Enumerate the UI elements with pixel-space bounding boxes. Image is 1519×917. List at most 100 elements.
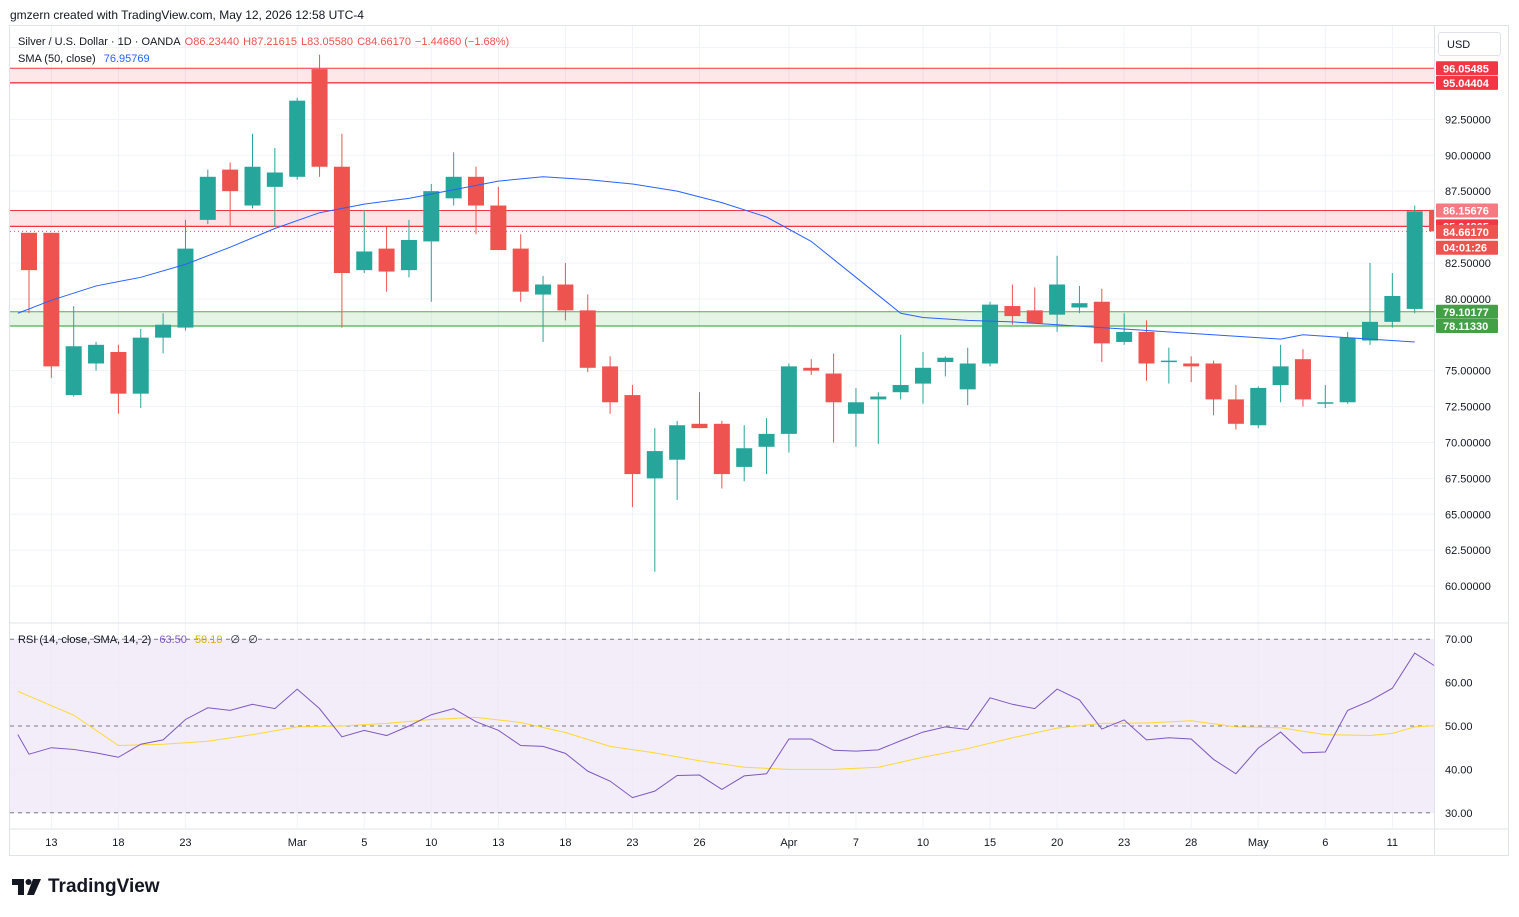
price-label-box [1436, 203, 1498, 218]
candle-up [1362, 321, 1378, 341]
candle-up [535, 284, 552, 295]
time-tick-label: 5 [361, 837, 367, 849]
candle-up [199, 176, 216, 220]
main-legend: Silver / U.S. Dollar · 1D · OANDA O86.23… [18, 36, 510, 48]
candle-down [110, 352, 127, 394]
price-label-box [1436, 224, 1498, 239]
time-tick-label: Mar [288, 837, 307, 849]
price-label-text: 04:01:26 [1443, 243, 1487, 255]
candle-up [1406, 211, 1423, 309]
candle-up [1049, 284, 1066, 315]
candle-up [65, 346, 82, 396]
price-tick-label: 62.50000 [1445, 545, 1491, 557]
time-tick-label: 10 [917, 837, 929, 849]
candle-up [423, 191, 440, 242]
candle-up [1384, 295, 1401, 322]
price-label-box [1436, 61, 1498, 76]
rsi-tick-label: 40.00 [1445, 764, 1473, 776]
time-tick-label: May [1248, 837, 1269, 849]
candle-down [1093, 301, 1110, 344]
candle-down [333, 166, 350, 274]
candle-up [1272, 366, 1289, 386]
candle-up [1250, 387, 1267, 426]
rsi-value: 63.50 [159, 634, 187, 646]
candle-up [132, 337, 149, 394]
candle-up [937, 357, 954, 363]
candle-down [1183, 363, 1200, 367]
price-label-text: 79.10177 [1443, 307, 1489, 319]
candle-down [1138, 331, 1155, 364]
rsi-ma-line [17, 690, 1434, 770]
chart-frame [9, 25, 1509, 856]
price-label-text: 84.66170 [1443, 227, 1489, 239]
candle-down [579, 310, 596, 368]
candle-down [1205, 363, 1222, 400]
rsi-legend: RSI (14, close, SMA, 14, 2) 63.50 50.10 … [18, 633, 259, 646]
ohlc-close: C84.66170 [357, 36, 411, 48]
price-label-text: 96.05485 [1443, 63, 1489, 75]
candle-down [624, 395, 641, 475]
price-label-box [1436, 75, 1498, 90]
price-tick-label: 65.00000 [1445, 509, 1491, 521]
candle-up [915, 367, 931, 384]
sma-legend: SMA (50, close) 76.95769 [18, 53, 151, 65]
price-label-box [1436, 304, 1498, 319]
candle-up [1317, 402, 1334, 404]
rsi-line [17, 652, 1434, 799]
rsi-tick-label: 30.00 [1445, 808, 1473, 820]
candle-up [266, 172, 283, 187]
time-tick-label: 11 [1387, 837, 1398, 849]
candle-up [758, 433, 775, 447]
time-tick-label: 23 [626, 837, 638, 849]
rsi-pane [10, 638, 1434, 814]
price-axis-labels: 96.0548595.0440486.1567685.0486584.66170… [1436, 61, 1498, 333]
candle-down [311, 69, 328, 167]
candle-up [356, 251, 373, 271]
candle-up [289, 100, 306, 177]
candle-up [1116, 331, 1133, 342]
tradingview-logo-text: TradingView [48, 876, 160, 897]
time-tick-label: 18 [112, 837, 124, 849]
candle-down [557, 284, 574, 311]
candle-down [512, 248, 529, 292]
price-tick-label: 60.00000 [1445, 581, 1491, 593]
resistance-mid-zone [10, 210, 1434, 227]
candle-up [1071, 303, 1088, 308]
currency-selector[interactable]: USD [1438, 32, 1501, 56]
candle-down [43, 232, 60, 367]
tradingview-logo[interactable]: TradingView [12, 876, 160, 898]
price-tick-label: 80.00000 [1445, 294, 1491, 306]
candle-down [378, 248, 395, 272]
price-tick-label: 82.50000 [1445, 258, 1491, 270]
candle-down [1004, 306, 1021, 317]
ohlc-change: −1.44660 (−1.68%) [415, 36, 510, 48]
candle-up [780, 366, 797, 434]
chart-attribution: gmzern created with TradingView.com, May… [10, 8, 364, 22]
candle-up [155, 324, 172, 338]
resistance-high-zone [10, 68, 1434, 83]
candle-down [713, 423, 730, 475]
price-tick-label: 70.00000 [1445, 437, 1491, 449]
price-tick-label: 92.50000 [1445, 114, 1491, 126]
price-label-text: 86.15676 [1443, 205, 1489, 217]
candle-down [803, 367, 820, 371]
candle-up [1160, 360, 1177, 363]
candle-up [177, 248, 194, 328]
price-label-box [1436, 240, 1498, 255]
candle-up [400, 239, 417, 271]
candle-up [88, 344, 105, 364]
price-tick-label: 67.50000 [1445, 473, 1491, 485]
time-tick-label: 13 [492, 837, 504, 849]
candle-down [490, 205, 507, 251]
candle-up [959, 363, 976, 390]
price-label-box [1436, 318, 1498, 333]
sma-value: 76.95769 [103, 53, 150, 65]
price-levels [10, 67, 1434, 327]
ohlc-open: O86.23440 [184, 36, 240, 48]
rsi-tick-label: 60.00 [1445, 678, 1473, 690]
rsi-tick-label: 50.00 [1445, 721, 1473, 733]
sma-label: SMA (50, close) [18, 53, 96, 65]
candle-up [982, 304, 999, 364]
sma-line-group [17, 176, 1415, 343]
